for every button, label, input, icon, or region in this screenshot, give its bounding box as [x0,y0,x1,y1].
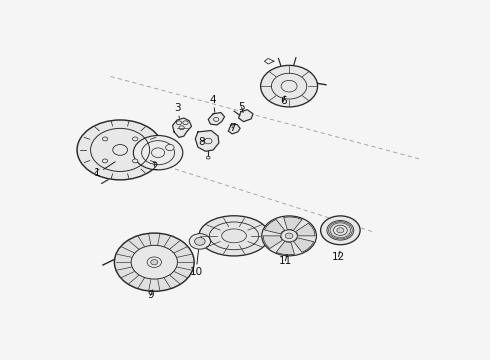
Text: 10: 10 [190,250,203,277]
Circle shape [113,144,127,155]
Circle shape [195,238,205,245]
Text: 12: 12 [332,251,345,262]
Circle shape [285,233,293,239]
Circle shape [166,144,174,150]
Text: 2: 2 [151,162,158,172]
Polygon shape [196,131,219,151]
Circle shape [132,159,138,163]
Ellipse shape [221,229,246,243]
Text: 1: 1 [94,162,115,179]
Circle shape [206,156,210,159]
Text: 3: 3 [174,103,180,118]
Circle shape [151,148,165,158]
Polygon shape [276,242,294,255]
Text: 6: 6 [280,96,287,107]
Ellipse shape [199,216,269,256]
Text: 9: 9 [147,290,154,301]
Polygon shape [263,236,283,248]
Circle shape [132,137,138,141]
Circle shape [337,228,344,233]
Text: 11: 11 [279,255,292,266]
Circle shape [334,225,347,235]
Circle shape [102,159,108,163]
Circle shape [281,230,297,242]
Text: 5: 5 [238,102,245,113]
Polygon shape [228,125,240,134]
Polygon shape [172,118,192,138]
Polygon shape [265,220,285,234]
Circle shape [281,80,297,92]
Circle shape [102,137,108,141]
Circle shape [131,245,177,279]
Text: 4: 4 [210,95,217,113]
Circle shape [151,260,158,265]
Circle shape [115,233,194,291]
Polygon shape [284,217,302,230]
Circle shape [320,216,360,245]
Ellipse shape [77,120,163,180]
Polygon shape [239,110,253,122]
Polygon shape [208,112,224,125]
Circle shape [261,66,318,107]
Circle shape [189,234,211,249]
Circle shape [327,221,354,240]
Polygon shape [295,223,315,236]
Text: 8: 8 [198,136,205,147]
Circle shape [262,216,317,256]
Text: 7: 7 [229,123,236,133]
Ellipse shape [133,135,183,170]
Polygon shape [294,238,314,252]
Circle shape [147,257,162,267]
